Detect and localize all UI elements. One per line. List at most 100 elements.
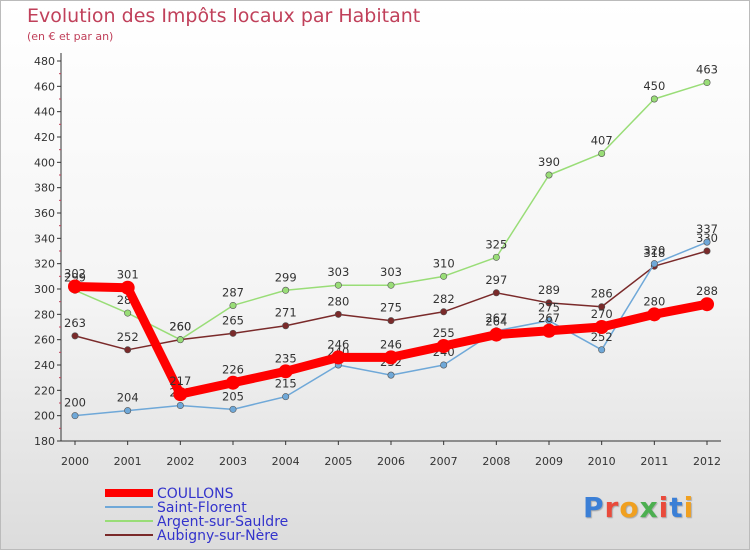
point-COULLONS-2012 [700,297,714,312]
data-label-Argent-sur-Sauldre-2000: 299 [64,270,86,284]
data-label-Saint-Florent-2011: 320 [643,244,665,258]
data-label-COULLONS-2009: 267 [538,311,560,325]
data-label-COULLONS-2008: 264 [485,315,507,329]
data-label-Aubigny-2001: 252 [117,330,139,344]
data-label-Argent-sur-Sauldre-2007: 310 [433,256,455,270]
y-tick-label-200: 200 [34,410,55,423]
y-tick-label-420: 420 [34,131,55,144]
point-Argent-sur-Sauldre-2012 [703,79,711,87]
y-tick-label-300: 300 [34,283,55,296]
x-tick-label-2004: 2004 [272,455,300,468]
y-tick-label-180: 180 [34,435,55,448]
point-Argent-sur-Sauldre-2003 [229,301,237,309]
point-Saint-Florent-2010 [598,346,606,354]
point-COULLONS-2007 [436,339,451,353]
data-label-Argent-sur-Sauldre-2011: 450 [643,79,665,93]
data-label-Aubigny-2008: 297 [485,273,507,287]
x-tick-label-2008: 2008 [482,455,510,468]
point-Saint-Florent-2003 [229,405,237,413]
y-tick-label-440: 440 [34,106,55,119]
data-label-Aubigny-2009: 289 [538,283,560,297]
point-Aubigny-2003 [229,329,237,337]
data-label-Aubigny-2004: 271 [275,306,297,320]
x-tick-label-2003: 2003 [219,455,247,468]
point-Saint-Florent-2012 [703,238,711,246]
point-Saint-Florent-2011 [650,260,658,268]
point-Argent-sur-Sauldre-2007 [440,272,448,280]
x-tick-label-2010: 2010 [588,455,616,468]
data-label-Saint-Florent-2009: 275 [538,301,560,315]
y-tick-label-360: 360 [34,207,55,220]
point-Argent-sur-Sauldre-2002 [176,336,184,344]
data-label-COULLONS-2004: 235 [275,351,297,365]
point-Aubigny-2007 [440,308,448,316]
point-Argent-sur-Sauldre-2004 [282,286,290,294]
data-label-Saint-Florent-2003: 205 [222,389,244,403]
x-tick-label-2009: 2009 [535,455,563,468]
data-label-Aubigny-2003: 265 [222,313,244,327]
data-label-COULLONS-2005: 246 [327,337,349,351]
point-Argent-sur-Sauldre-2005 [334,281,342,289]
legend-label-COULLONS: COULLONS [157,486,234,502]
data-label-Argent-sur-Sauldre-2008: 325 [485,237,507,251]
y-tick-label-380: 380 [34,182,55,195]
data-label-Saint-Florent-2004: 215 [275,377,297,391]
data-label-Aubigny-2006: 275 [380,301,402,315]
data-label-Saint-Florent-2010: 252 [591,330,613,344]
point-Saint-Florent-2004 [282,393,290,401]
x-tick-label-2001: 2001 [114,455,142,468]
data-label-COULLONS-2000: 302 [64,266,86,280]
point-Aubigny-2000 [71,332,79,340]
point-COULLONS-2009 [542,323,556,338]
point-Aubigny-2005 [334,310,342,318]
point-COULLONS-2010 [594,320,609,334]
point-Aubigny-2001 [124,346,132,354]
point-Saint-Florent-2001 [124,407,132,415]
point-Saint-Florent-2007 [440,361,448,369]
x-tick-label-2012: 2012 [693,455,721,468]
point-Aubigny-2008 [492,289,500,297]
data-label-Aubigny-2012: 330 [696,231,718,245]
data-label-Argent-sur-Sauldre-2003: 287 [222,285,244,299]
x-tick-label-2002: 2002 [166,455,194,468]
point-COULLONS-2002 [173,387,188,402]
data-label-COULLONS-2006: 246 [380,337,402,351]
data-label-Argent-sur-Sauldre-2009: 390 [538,155,560,169]
data-label-Aubigny-2002: 260 [169,320,191,334]
proxiti-logo: Proxiti [583,491,695,524]
data-label-Aubigny-2011: 318 [643,246,665,260]
data-label-Saint-Florent-2012: 337 [696,222,718,236]
data-label-Argent-sur-Sauldre-2010: 407 [591,133,613,147]
data-label-Saint-Florent-2008: 267 [485,311,507,325]
point-Argent-sur-Sauldre-2011 [650,95,658,103]
x-tick-label-2006: 2006 [377,455,405,468]
point-Aubigny-2012 [703,247,711,255]
point-Aubigny-2006 [387,317,395,325]
data-label-COULLONS-2010: 270 [591,307,613,321]
data-label-Saint-Florent-2000: 200 [64,396,86,410]
point-COULLONS-2001 [120,280,135,295]
y-tick-label-240: 240 [34,359,55,372]
point-COULLONS-2004 [278,364,293,379]
point-Aubigny-2010 [598,303,606,311]
legend-label-Argent-sur-Sauldre: Argent-sur-Sauldre [157,514,288,530]
data-label-Argent-sur-Sauldre-2002: 260 [169,320,191,334]
point-Saint-Florent-2006 [387,371,395,379]
point-COULLONS-2008 [489,327,504,342]
chart-title: Evolution des Impôts locaux par Habitant [27,5,421,27]
data-label-Argent-sur-Sauldre-2012: 463 [696,63,718,77]
data-label-Aubigny-2005: 280 [327,294,349,308]
x-tick-label-2000: 2000 [61,455,89,468]
data-label-Saint-Florent-2001: 204 [117,391,139,405]
data-label-Argent-sur-Sauldre-2005: 303 [327,265,349,279]
point-COULLONS-2011 [647,307,662,322]
data-label-Argent-sur-Sauldre-2004: 299 [275,270,297,284]
point-COULLONS-2000 [68,279,82,294]
y-tick-label-220: 220 [34,384,55,397]
legend-label-Aubigny: Aubigny-sur-Nère [157,528,278,544]
point-Argent-sur-Sauldre-2008 [492,253,500,261]
x-tick-label-2007: 2007 [430,455,458,468]
y-tick-label-400: 400 [34,156,55,169]
